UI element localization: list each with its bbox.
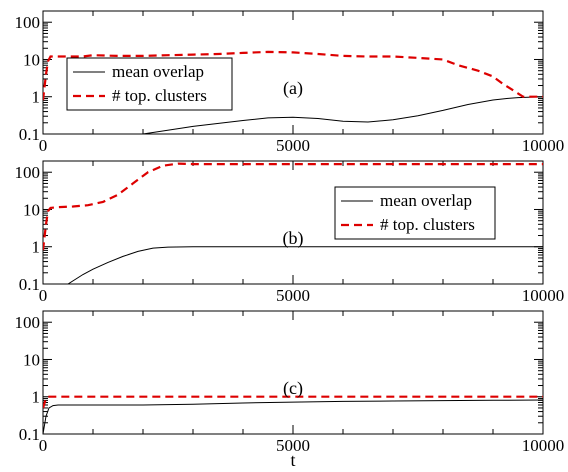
series-line-mean-overlap (43, 399, 543, 434)
series-line-top-clusters (43, 162, 543, 251)
y-ticks (43, 10, 543, 135)
y-tick-label: 100 (15, 13, 41, 32)
x-tick-label: 0 (39, 436, 48, 455)
panel-label: (c) (283, 378, 303, 399)
panel-1: 0 5000 10000 0.1 1 10 100 mean overlap # top. cl… (15, 10, 565, 155)
series-line-mean-overlap (142, 96, 543, 134)
y-tick-label: 1 (32, 388, 41, 407)
x-tick-label: 10000 (522, 136, 565, 155)
x-axis-label: t (290, 450, 295, 470)
plot-frame (42, 310, 544, 435)
y-tick-label: 0.1 (19, 425, 40, 444)
y-tick-label: 1 (32, 88, 41, 107)
x-tick-label: 10000 (522, 286, 565, 305)
y-tick-label: 1 (32, 238, 41, 257)
series-group (43, 162, 543, 284)
legend-box (66, 57, 233, 111)
legend-box (334, 186, 496, 240)
y-tick-label: 100 (15, 163, 41, 182)
panel-label: (b) (283, 228, 304, 249)
panel-label: (a) (283, 78, 303, 99)
series-line-top-clusters (43, 395, 543, 409)
x-ticks (42, 311, 544, 434)
y-tick-label: 10 (23, 50, 40, 69)
series-group (43, 50, 543, 134)
y-ticks (43, 160, 543, 285)
legend-label: # top. clusters (112, 86, 207, 105)
y-tick-label: 0.1 (19, 125, 40, 144)
y-tick-label: 100 (15, 313, 41, 332)
x-ticks (42, 11, 544, 134)
x-tick-label: 0 (39, 136, 48, 155)
x-tick-label: 0 (39, 286, 48, 305)
y-tick-label: 0.1 (19, 275, 40, 294)
x-tick-label: 5000 (276, 436, 310, 455)
legend-label: # top. clusters (380, 215, 475, 234)
y-tick-label: 10 (23, 200, 40, 219)
series-line-mean-overlap (67, 246, 543, 284)
legend-label: mean overlap (380, 191, 472, 210)
legend: mean overlap # top. clusters (334, 186, 496, 240)
legend: mean overlap # top. clusters (66, 57, 233, 111)
x-ticks (42, 161, 544, 284)
legend-label: mean overlap (112, 62, 204, 81)
y-ticks (43, 310, 543, 435)
x-tick-label: 10000 (522, 436, 565, 455)
y-tick-label: 10 (23, 350, 40, 369)
series-group (43, 395, 543, 434)
x-tick-label: 5000 (276, 286, 310, 305)
series-line-top-clusters (43, 50, 543, 101)
x-tick-label: 5000 (276, 136, 310, 155)
